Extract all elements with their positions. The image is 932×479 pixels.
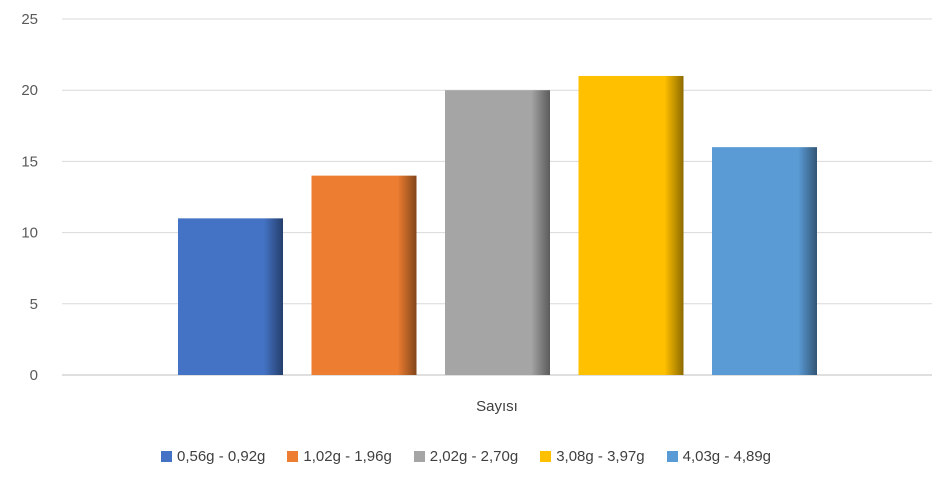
legend-swatch xyxy=(540,451,552,462)
legend-item-1: 0,56g - 0,92g xyxy=(160,448,266,465)
bar-3 xyxy=(445,90,550,375)
y-axis-ticks: 0 5 10 15 20 25 xyxy=(21,11,38,384)
legend: 0,56g - 0,92g 1,02g - 1,96g 2,02g - 2,70g 3… xyxy=(0,448,932,465)
legend-label: 0,56g - 0,92g xyxy=(176,448,266,465)
bar-1 xyxy=(178,218,283,375)
y-tick-label: 20 xyxy=(21,82,38,99)
y-tick-label: 10 xyxy=(21,225,38,242)
legend-item-4: 3,08g - 3,97g xyxy=(540,448,645,465)
legend-label: 2,02g - 2,70g xyxy=(429,448,519,465)
y-tick-label: 5 xyxy=(30,296,38,313)
x-axis-categories: Sayısı xyxy=(476,398,518,415)
legend-label: 4,03g - 4,89g xyxy=(682,448,772,465)
legend-label: 3,08g - 3,97g xyxy=(556,448,645,465)
legend-swatch xyxy=(413,451,425,462)
bars xyxy=(178,75,817,376)
legend-item-5: 4,03g - 4,89g xyxy=(666,448,772,465)
y-tick-label: 25 xyxy=(21,11,38,28)
bar-2 xyxy=(311,175,417,375)
y-tick-label: 0 xyxy=(30,367,38,384)
legend-label: 1,02g - 1,96g xyxy=(303,448,392,465)
legend-swatch xyxy=(160,451,172,462)
legend-swatch xyxy=(287,451,299,462)
legend-item-2: 1,02g - 1,96g xyxy=(287,448,392,465)
category-label: Sayısı xyxy=(476,398,518,415)
legend-swatch xyxy=(666,451,678,462)
bar-4 xyxy=(578,75,684,376)
y-tick-label: 15 xyxy=(21,153,38,170)
bar-5 xyxy=(712,147,817,375)
legend-item-3: 2,02g - 2,70g xyxy=(413,448,519,465)
